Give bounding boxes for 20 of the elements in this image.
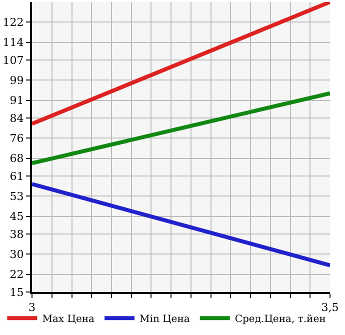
x-tick-label: 3 [28,301,36,314]
y-tick-label: 38 [10,228,24,241]
y-tick-label: 61 [10,170,24,183]
y-tick-label: 53 [10,190,24,204]
x-tick-label: 3,5 [321,301,339,314]
y-tick-label: 15 [10,286,24,299]
y-tick-label: 114 [2,36,24,50]
legend-label: Max Цена [42,314,95,325]
legend-label: Сред.Цена, т.йен [234,314,326,325]
y-tick-label: 30 [10,248,24,262]
y-tick-label: 84 [10,112,24,125]
y-tick-label: 91 [10,94,24,108]
y-tick-label: 107 [2,54,24,67]
legend-label: Min Цена [140,314,190,325]
y-tick-label: 22 [10,268,24,282]
y-tick-label: 76 [10,132,24,146]
y-tick-label: 68 [10,152,24,166]
y-tick-label: 99 [10,74,24,88]
y-tick-label: 122 [2,16,24,30]
y-tick-label: 45 [10,210,24,224]
